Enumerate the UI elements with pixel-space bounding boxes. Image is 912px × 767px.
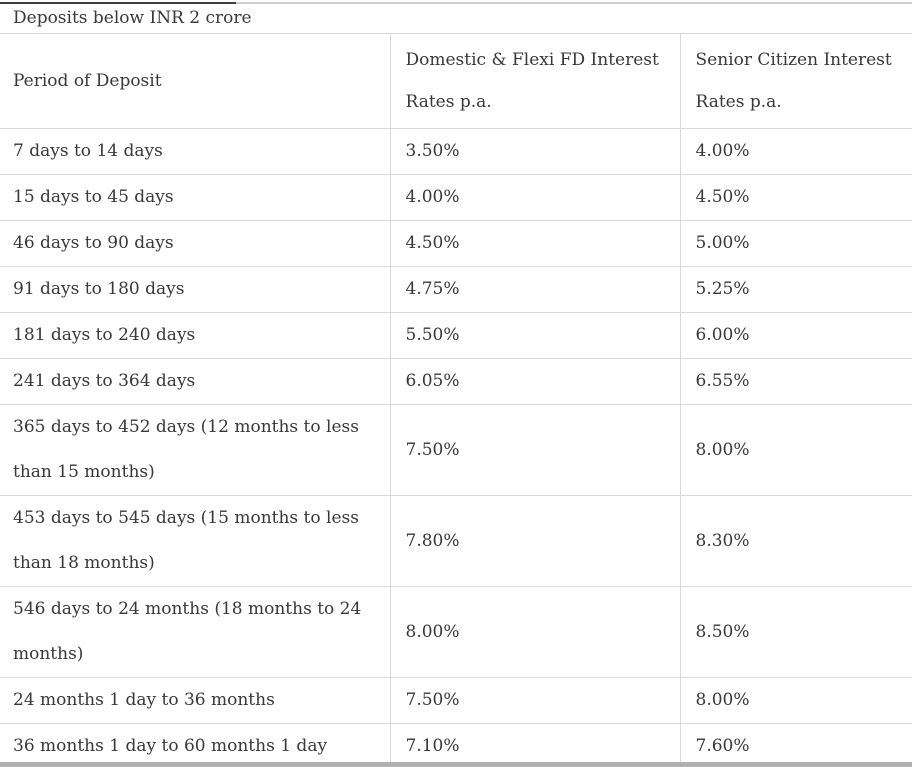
top-border-dark-segment: [0, 2, 236, 4]
senior-rate-cell: 4.50%: [679, 174, 912, 221]
senior-rate-cell: 6.55%: [679, 358, 912, 405]
table-row: 46 days to 90 days 4.50% 5.00%: [0, 220, 912, 267]
domestic-rate-cell: 8.00%: [389, 586, 680, 678]
table-row: 453 days to 545 days (15 months to less …: [0, 495, 912, 587]
domestic-rate-cell: 7.50%: [389, 404, 680, 496]
senior-rate-cell: 5.00%: [679, 220, 912, 267]
column-header-domestic-rate: Domestic & Flexi FD Interest Rates p.a.: [389, 33, 680, 129]
period-cell: 36 months 1 day to 60 months 1 day: [13, 736, 328, 756]
table-row: 546 days to 24 months (18 months to 24 m…: [0, 586, 912, 678]
senior-rate-cell: 8.50%: [679, 586, 912, 678]
domestic-rate-cell: 7.80%: [389, 495, 680, 587]
table-row: 24 months 1 day to 36 months 7.50% 8.00%: [0, 677, 912, 724]
domestic-rate-cell: 7.50%: [389, 677, 680, 724]
domestic-rate-cell: 3.50%: [389, 128, 680, 175]
domestic-rate-cell: 4.50%: [389, 220, 680, 267]
domestic-rate-cell: 4.00%: [389, 174, 680, 221]
table-bottom-border: [0, 762, 912, 767]
table-header-row: Period of Deposit Domestic & Flexi FD In…: [0, 33, 912, 129]
period-cell: 15 days to 45 days: [0, 174, 390, 221]
table-title: Deposits below INR 2 crore: [0, 4, 912, 34]
senior-rate-cell: 8.00%: [679, 404, 912, 496]
period-cell: 24 months 1 day to 36 months: [0, 677, 390, 724]
table-title-row: Deposits below INR 2 crore: [0, 4, 912, 34]
domestic-rate-cell: 7.10%: [389, 723, 680, 767]
table-top-border: [0, 2, 912, 4]
senior-rate-cell: 4.00%: [679, 128, 912, 175]
period-cell: 241 days to 364 days: [0, 358, 390, 405]
column-header-period: Period of Deposit: [0, 33, 390, 129]
period-cell: 546 days to 24 months (18 months to 24 m…: [0, 586, 390, 678]
table-row: 7 days to 14 days 3.50% 4.00%: [0, 128, 912, 175]
table-row: 91 days to 180 days 4.75% 5.25%: [0, 266, 912, 313]
table-row: 36 months 1 day to 60 months 1 day 7.10%…: [0, 723, 912, 767]
domestic-rate-cell: 4.75%: [389, 266, 680, 313]
domestic-rate-cell: 6.05%: [389, 358, 680, 405]
senior-rate-cell: 7.60%: [679, 723, 912, 767]
senior-rate-cell: 5.25%: [679, 266, 912, 313]
period-cell: 365 days to 452 days (12 months to less …: [0, 404, 390, 496]
period-cell: 46 days to 90 days: [0, 220, 390, 267]
period-cell: 7 days to 14 days: [0, 128, 390, 175]
period-cell: 181 days to 240 days: [0, 312, 390, 359]
table-row: 365 days to 452 days (12 months to less …: [0, 404, 912, 496]
table-row: 15 days to 45 days 4.00% 4.50%: [0, 174, 912, 221]
senior-rate-cell: 8.30%: [679, 495, 912, 587]
table-row: 241 days to 364 days 6.05% 6.55%: [0, 358, 912, 405]
period-cell: 453 days to 545 days (15 months to less …: [0, 495, 390, 587]
table-row: 181 days to 240 days 5.50% 6.00%: [0, 312, 912, 359]
column-header-senior-rate: Senior Citizen Interest Rates p.a.: [679, 33, 912, 129]
senior-rate-cell: 8.00%: [679, 677, 912, 724]
domestic-rate-cell: 5.50%: [389, 312, 680, 359]
senior-rate-cell: 6.00%: [679, 312, 912, 359]
fd-rates-table: Deposits below INR 2 crore Period of Dep…: [0, 4, 912, 767]
period-cell: 91 days to 180 days: [0, 266, 390, 313]
